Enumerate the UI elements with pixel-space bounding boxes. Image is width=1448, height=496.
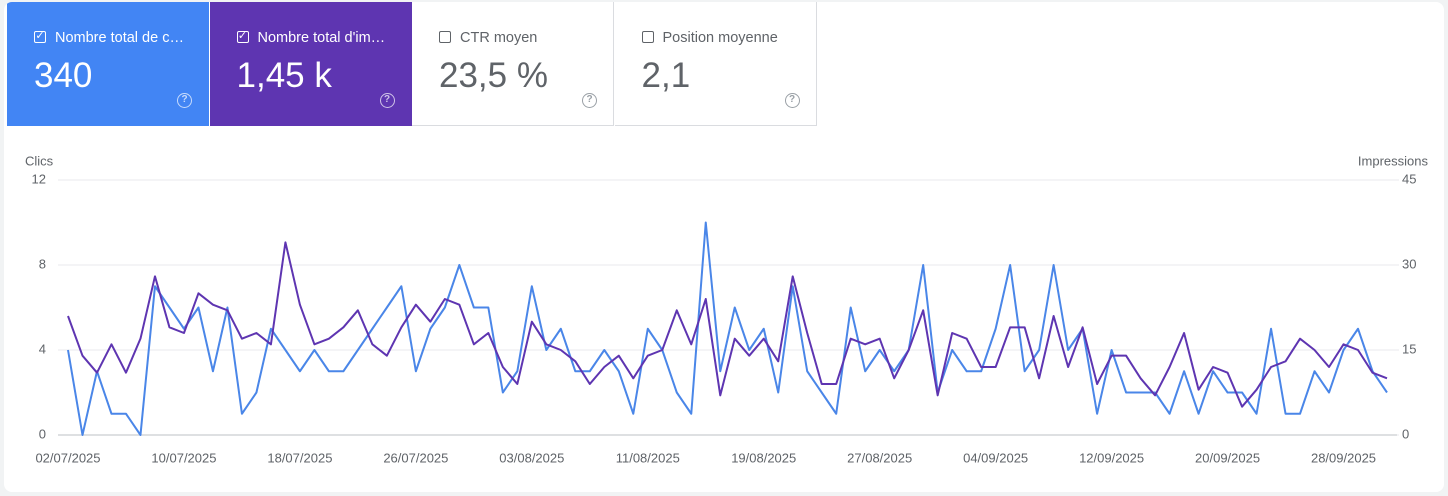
checkbox[interactable] — [641, 31, 654, 43]
y2-tick-label: 30 — [1402, 256, 1416, 271]
y2-tick-label: 45 — [1402, 171, 1416, 186]
metric-value: 1,45 k — [236, 56, 332, 95]
x-tick-label: 26/07/2025 — [383, 450, 448, 465]
y-tick-label: 12 — [32, 171, 46, 186]
y2-tick-label: 0 — [1402, 426, 1409, 441]
help-icon[interactable]: ? — [177, 93, 192, 108]
checkbox[interactable] — [439, 31, 451, 43]
y-tick-label: 0 — [39, 426, 46, 441]
metric-value: 340 — [34, 56, 93, 95]
series-line — [67, 221, 1388, 436]
x-tick-label: 02/07/2025 — [35, 450, 100, 465]
x-tick-label: 12/09/2025 — [1079, 450, 1144, 465]
series-line — [67, 241, 1388, 408]
x-tick-label: 27/08/2025 — [847, 450, 912, 465]
chart: Clics Impressions 0 4 8 12 0 15 30 45 02/07/2025 10… — [25, 153, 1429, 465]
metric-card[interactable]: CTR moyen 23,5 %? — [412, 2, 614, 126]
metric-value: 2,1 — [641, 56, 691, 95]
metric-card[interactable]: Position moyenne 2,1? — [614, 2, 817, 126]
metric-label: CTR moyen — [460, 30, 538, 46]
metric-label: Position moyenne — [662, 30, 778, 46]
x-tick-label: 18/07/2025 — [267, 450, 332, 465]
checkbox[interactable]: ✓ — [236, 30, 249, 43]
help-icon[interactable]: ? — [582, 93, 597, 108]
help-icon[interactable]: ? — [379, 93, 395, 108]
checkbox[interactable]: ✓ — [34, 30, 46, 43]
y-tick-label: 4 — [39, 341, 46, 356]
x-tick-label: 11/08/2025 — [616, 450, 680, 465]
help-icon[interactable]: ? — [784, 93, 800, 108]
metric-label: Nombre total de c… — [55, 30, 184, 46]
metric-card[interactable]: ✓ Nombre total d'im… 1,45 k? — [209, 2, 412, 126]
x-tick-label: 28/09/2025 — [1311, 450, 1376, 465]
x-tick-label: 20/09/2025 — [1195, 450, 1260, 465]
y2-tick-label: 15 — [1402, 341, 1416, 356]
y-axis-title: Clics — [25, 153, 54, 168]
metric-card[interactable]: ✓ Nombre total de c… 340? — [7, 2, 209, 126]
x-tick-label: 03/08/2025 — [499, 450, 564, 465]
x-tick-label: 10/07/2025 — [151, 450, 216, 465]
x-tick-label: 19/08/2025 — [731, 450, 796, 465]
y2-axis-title: Impressions — [1358, 153, 1429, 168]
metric-value: 23,5 % — [439, 56, 548, 95]
performance-panel: ✓ Nombre total de c… 340? ✓ Nombre total d'i… — [4, 2, 1444, 492]
metric-label: Nombre total d'im… — [257, 30, 386, 46]
y-tick-label: 8 — [39, 256, 46, 271]
x-tick-label: 04/09/2025 — [963, 450, 1028, 465]
